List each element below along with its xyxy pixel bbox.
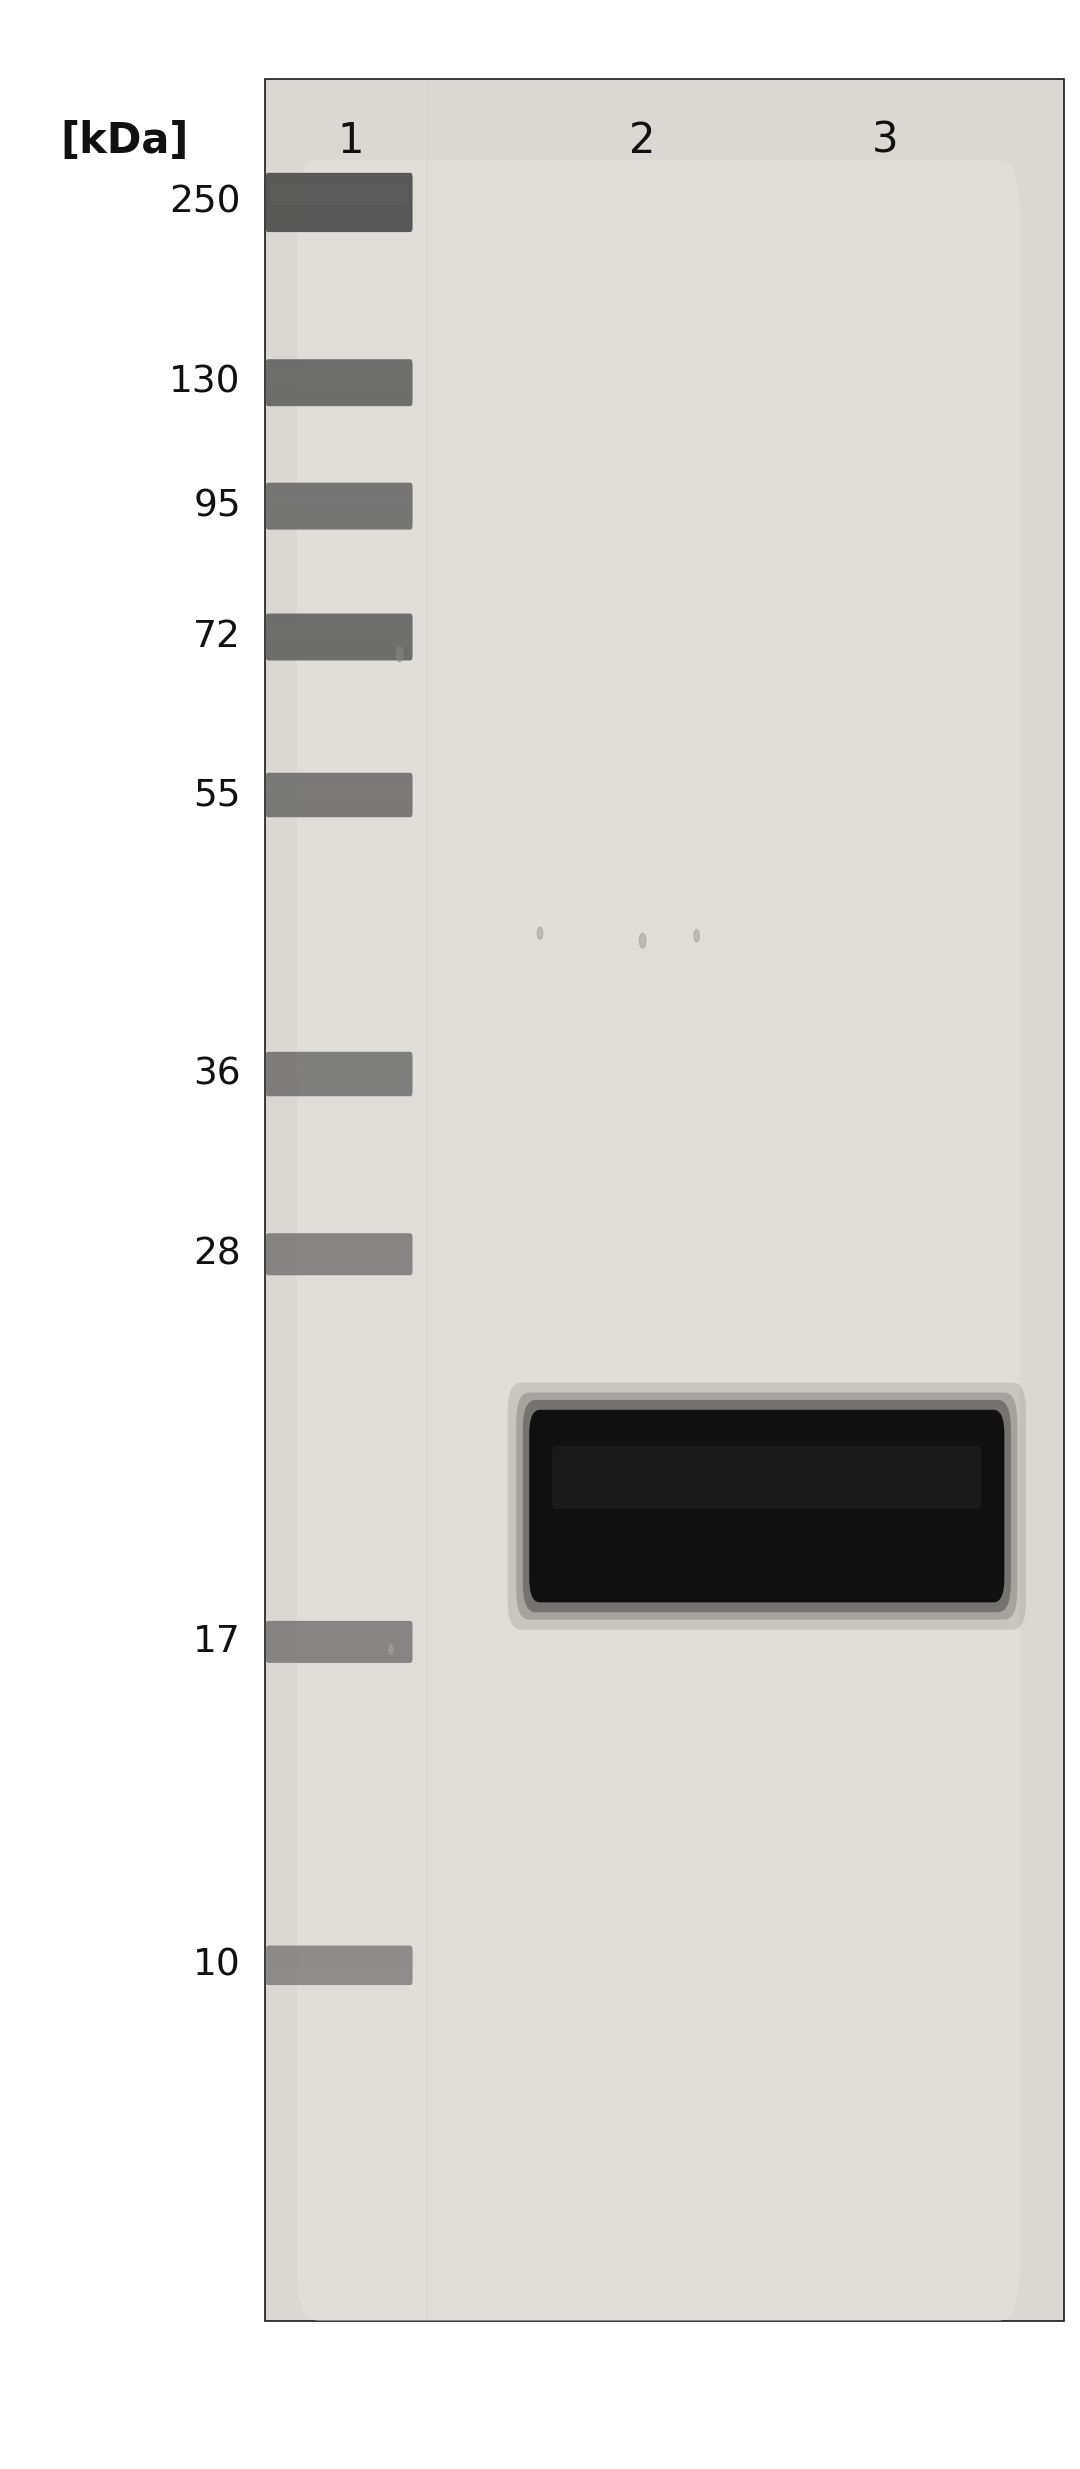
Text: 72: 72 <box>193 620 241 654</box>
FancyBboxPatch shape <box>523 1400 1011 1612</box>
FancyBboxPatch shape <box>270 1953 408 1968</box>
FancyBboxPatch shape <box>270 1059 408 1076</box>
Text: 36: 36 <box>193 1057 241 1091</box>
FancyBboxPatch shape <box>266 1234 413 1274</box>
Text: 130: 130 <box>170 365 241 400</box>
FancyBboxPatch shape <box>270 368 408 385</box>
FancyBboxPatch shape <box>265 79 1064 2321</box>
FancyBboxPatch shape <box>270 183 408 205</box>
FancyBboxPatch shape <box>266 1946 413 1985</box>
Circle shape <box>538 926 543 938</box>
FancyBboxPatch shape <box>516 1393 1017 1620</box>
FancyBboxPatch shape <box>266 358 413 405</box>
Circle shape <box>389 1644 393 1654</box>
FancyBboxPatch shape <box>270 780 408 797</box>
Text: 10: 10 <box>193 1948 241 1983</box>
FancyBboxPatch shape <box>552 1447 982 1509</box>
Text: 2: 2 <box>630 119 656 163</box>
Text: 28: 28 <box>193 1237 241 1272</box>
FancyBboxPatch shape <box>266 612 413 659</box>
Text: 250: 250 <box>170 185 241 220</box>
FancyBboxPatch shape <box>508 1383 1026 1630</box>
FancyBboxPatch shape <box>270 622 408 639</box>
Text: 17: 17 <box>193 1625 241 1659</box>
Circle shape <box>396 647 403 662</box>
FancyBboxPatch shape <box>266 173 413 232</box>
FancyBboxPatch shape <box>529 1410 1004 1602</box>
FancyBboxPatch shape <box>266 1620 413 1664</box>
Circle shape <box>639 933 646 948</box>
Text: 1: 1 <box>338 119 364 163</box>
Text: 95: 95 <box>193 489 241 523</box>
FancyBboxPatch shape <box>270 491 408 509</box>
FancyBboxPatch shape <box>266 1052 413 1096</box>
Text: 55: 55 <box>193 778 241 812</box>
FancyBboxPatch shape <box>266 773 413 817</box>
FancyBboxPatch shape <box>270 1627 408 1644</box>
FancyBboxPatch shape <box>297 160 1020 2321</box>
Text: 3: 3 <box>873 119 899 163</box>
FancyBboxPatch shape <box>270 1239 408 1257</box>
Text: [kDa]: [kDa] <box>60 119 188 163</box>
FancyBboxPatch shape <box>266 481 413 528</box>
Circle shape <box>693 931 700 941</box>
